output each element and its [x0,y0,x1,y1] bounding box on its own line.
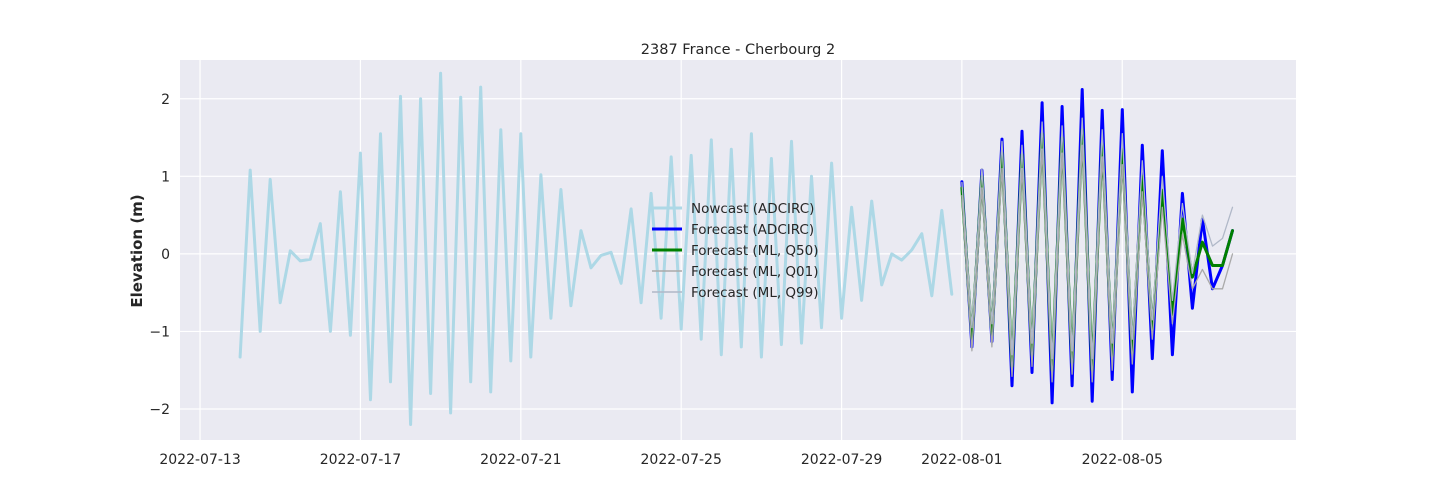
y-tick-label: −2 [149,402,170,418]
x-tick-label: 2022-07-17 [320,452,401,468]
series-line-4 [961,117,1234,360]
legend-label: Nowcast (ADCIRC) [691,201,814,217]
legend-label: Forecast (ML, Q01) [691,264,819,280]
x-tick-label: 2022-07-29 [801,452,882,468]
x-tick-label: 2022-07-21 [480,452,561,468]
legend-label: Forecast (ADCIRC) [691,222,814,238]
series-layer [238,71,1234,426]
series-line-3 [961,144,1234,383]
y-tick-label: 0 [161,247,170,263]
y-axis: −2 −1 0 1 2 [149,92,170,418]
x-tick-label: 2022-08-05 [1082,452,1163,468]
x-tick-label: 2022-08-01 [921,452,1002,468]
y-tick-label: 2 [161,92,170,108]
plot-background [180,60,1296,440]
y-tick-label: −1 [149,324,170,340]
y-axis-label: Elevation (m) [128,194,146,307]
x-tick-label: 2022-07-25 [641,452,722,468]
y-tick-label: 1 [161,169,170,185]
legend-label: Forecast (ML, Q50) [691,243,819,259]
legend-label: Forecast (ML, Q99) [691,285,819,301]
series-line-0 [238,71,954,426]
x-axis: 2022-07-13 2022-07-17 2022-07-21 2022-07-25… [159,452,1163,468]
x-tick-label: 2022-07-13 [159,452,240,468]
legend: Nowcast (ADCIRC) Forecast (ADCIRC) Forecas… [652,201,819,301]
chart-title: 2387 France - Cherbourg 2 [641,42,835,58]
